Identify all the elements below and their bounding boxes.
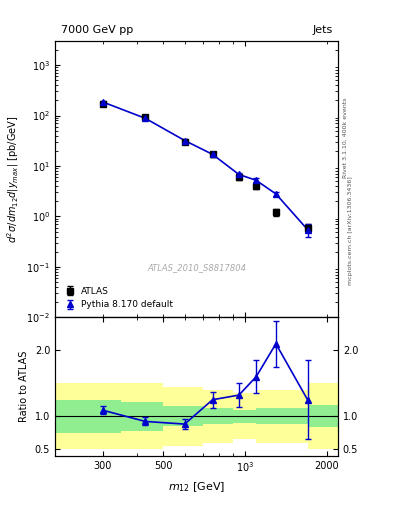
Legend: ATLAS, Pythia 8.170 default: ATLAS, Pythia 8.170 default: [59, 283, 177, 313]
Text: Jets: Jets: [312, 26, 332, 35]
Y-axis label: $d^2\sigma/dm_{12}d|y_{max}|$ [pb/GeV]: $d^2\sigma/dm_{12}d|y_{max}|$ [pb/GeV]: [5, 116, 21, 243]
X-axis label: $m_{12}$ [GeV]: $m_{12}$ [GeV]: [168, 480, 225, 494]
Text: mcplots.cern.ch [arXiv:1306.3436]: mcplots.cern.ch [arXiv:1306.3436]: [349, 176, 353, 285]
Text: Rivet 3.1.10, 400k events: Rivet 3.1.10, 400k events: [343, 98, 347, 179]
Y-axis label: Ratio to ATLAS: Ratio to ATLAS: [19, 351, 29, 422]
Text: ATLAS_2010_S8817804: ATLAS_2010_S8817804: [147, 263, 246, 272]
Text: 7000 GeV pp: 7000 GeV pp: [61, 26, 133, 35]
